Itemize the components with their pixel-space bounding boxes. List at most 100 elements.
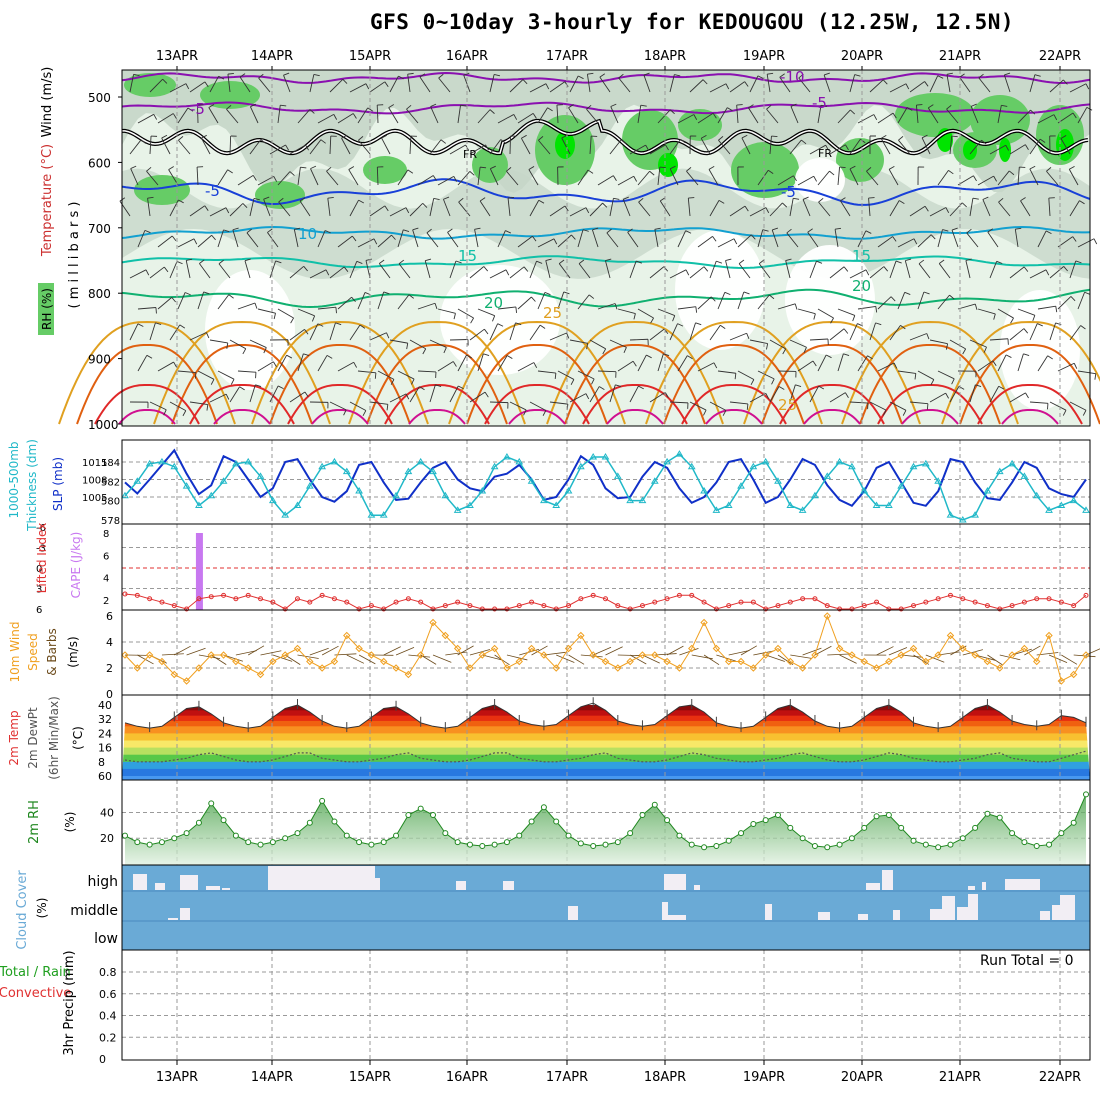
wind-barb-flag bbox=[351, 296, 356, 303]
wind-10m-barb bbox=[617, 654, 640, 656]
isotherm-25 bbox=[841, 320, 1019, 425]
wind-barb bbox=[937, 370, 955, 380]
wind-barb-flag bbox=[474, 227, 481, 230]
wind-barb bbox=[917, 370, 935, 380]
wind-barb bbox=[989, 261, 998, 279]
wind-barb-flag bbox=[1047, 355, 1053, 360]
wind-barb-flag bbox=[508, 197, 515, 199]
temp-band bbox=[122, 740, 1090, 749]
wind-barb-flag bbox=[443, 196, 450, 200]
wind-barb-flag bbox=[283, 72, 290, 76]
wind-barb bbox=[178, 139, 191, 155]
wind-barb-flag bbox=[335, 307, 337, 314]
isotherm-40 bbox=[213, 409, 271, 425]
thickness-marker bbox=[724, 501, 733, 508]
wind-barb bbox=[654, 229, 659, 248]
wind-barb-flag bbox=[443, 347, 447, 354]
wind-speed-marker bbox=[330, 657, 339, 666]
isotherm-25 bbox=[251, 320, 429, 425]
wind-10m-barb bbox=[383, 646, 401, 656]
li-marker bbox=[947, 592, 953, 598]
wind-barb bbox=[889, 200, 900, 217]
wind-barb-flag bbox=[186, 258, 193, 261]
wind-barb bbox=[904, 260, 911, 279]
wind-speed-marker bbox=[860, 657, 868, 666]
wind-speed-marker bbox=[244, 664, 252, 672]
thickness-marker bbox=[921, 459, 930, 467]
wind-barb bbox=[310, 168, 319, 186]
wind-barb bbox=[429, 339, 447, 348]
wind-barb-flag bbox=[430, 103, 437, 108]
cloud-middle-bar bbox=[1040, 911, 1050, 920]
wind-barb-flag bbox=[1072, 112, 1077, 119]
wind-barb-flag bbox=[612, 175, 617, 181]
isotherm-30 bbox=[366, 344, 508, 425]
wind-barb-flag bbox=[693, 114, 698, 120]
cloud-middle-bar bbox=[858, 914, 868, 920]
rh-marker bbox=[491, 841, 498, 848]
wind-barb bbox=[718, 139, 731, 155]
li-marker bbox=[294, 596, 300, 602]
wind-barb bbox=[277, 354, 288, 372]
isotherm-40 bbox=[118, 409, 176, 425]
wind-barb-flag bbox=[767, 72, 774, 75]
wind-barb-flag bbox=[432, 175, 437, 181]
wind-barb bbox=[578, 263, 591, 279]
wind-barb-flag bbox=[766, 104, 772, 110]
thickness-marker bbox=[182, 482, 191, 489]
wind-barb-flag bbox=[672, 315, 676, 322]
temp-tick-label: 24 bbox=[98, 727, 112, 740]
wind-speed-marker bbox=[1082, 651, 1090, 659]
wind-barb bbox=[389, 207, 407, 217]
temp-tick-label: 32 bbox=[98, 713, 112, 726]
cloud-high-bar bbox=[180, 875, 198, 890]
thickness-marker bbox=[293, 501, 302, 508]
wind-barb bbox=[577, 229, 584, 248]
wind-barb bbox=[977, 175, 994, 186]
cloud-high-bar bbox=[968, 886, 975, 890]
wind-barb bbox=[717, 292, 726, 310]
wind-speed-marker bbox=[281, 651, 289, 659]
wind-barb bbox=[1069, 83, 1087, 93]
wind-barb-flag bbox=[758, 259, 765, 264]
li-marker bbox=[750, 599, 756, 605]
rh-marker bbox=[356, 839, 363, 846]
wind-barb-flag bbox=[998, 385, 1005, 390]
wind-barb-flag bbox=[1032, 315, 1036, 322]
rh-marker bbox=[417, 805, 424, 812]
wind-barb-flag bbox=[1073, 363, 1078, 369]
contour-label: 15 bbox=[458, 247, 477, 265]
wind-barb-flag bbox=[930, 234, 936, 240]
wind-barb bbox=[537, 292, 546, 310]
wind-barb-flag bbox=[531, 296, 536, 302]
wind-barb-flag bbox=[978, 73, 984, 79]
wind-barb-flag bbox=[793, 197, 800, 200]
wind-barb bbox=[317, 306, 336, 310]
wind-barb bbox=[397, 229, 404, 248]
wind10-axis-label: Speed bbox=[26, 633, 40, 671]
wind-barb bbox=[757, 370, 775, 380]
rh-marker bbox=[824, 844, 831, 851]
wind-barb-flag bbox=[176, 261, 183, 265]
wind-10m-barb bbox=[1048, 654, 1068, 663]
wind-barb-flag bbox=[452, 361, 457, 367]
wind-barb bbox=[599, 76, 611, 93]
wind-barb bbox=[637, 105, 642, 124]
wind-barb bbox=[918, 263, 931, 279]
wind-barb-flag bbox=[1072, 236, 1077, 242]
cape-tick-label: 4 bbox=[103, 574, 109, 585]
wind-barb bbox=[538, 139, 551, 155]
wind-barb-flag bbox=[358, 199, 365, 204]
wind-barb-flag bbox=[945, 343, 949, 350]
wind-barb-flag bbox=[539, 324, 546, 329]
wind-barb bbox=[777, 175, 794, 186]
wind-barb bbox=[1029, 138, 1041, 155]
wind-barb bbox=[377, 291, 385, 310]
wind-barb bbox=[556, 105, 559, 124]
wind-barb-flag bbox=[627, 228, 633, 233]
wind-barb bbox=[758, 263, 771, 279]
wind-speed-marker bbox=[256, 670, 265, 679]
wind-barb bbox=[597, 303, 616, 310]
wind-barb bbox=[358, 139, 371, 155]
wind-barb bbox=[797, 360, 814, 372]
